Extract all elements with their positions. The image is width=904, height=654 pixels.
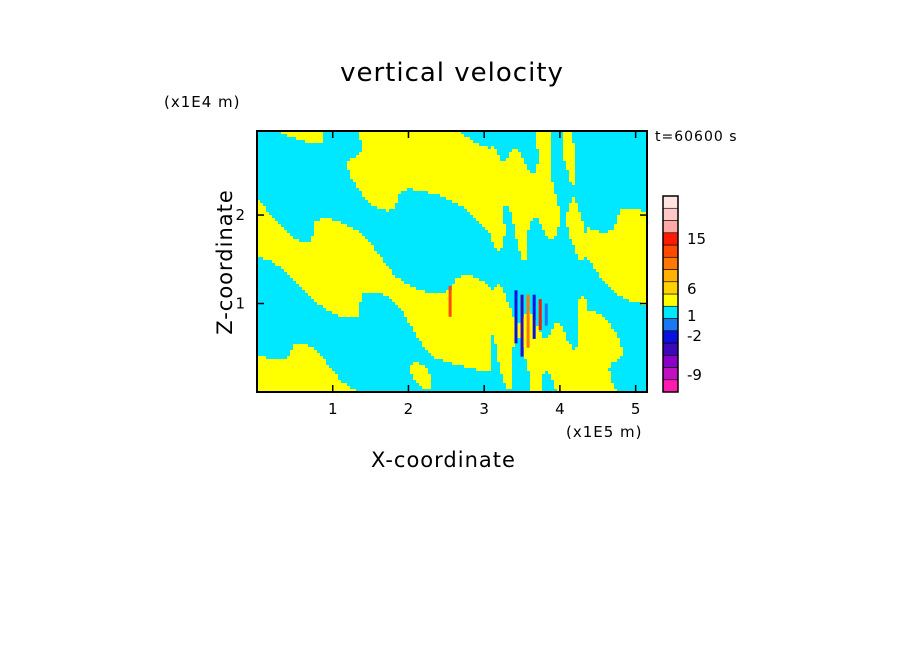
- x-axis: 1 2 3 4 5: [328, 131, 640, 418]
- colorbar-level: [662, 256, 679, 270]
- colorbar-level: [662, 305, 679, 319]
- field-streak: [544, 303, 548, 326]
- field-streak: [520, 294, 524, 357]
- colorbar-level: [662, 220, 679, 234]
- colorbar-level: [662, 330, 679, 344]
- colorbar-level: [662, 379, 679, 393]
- x-tick-label: 1: [328, 400, 338, 418]
- colorbar-level: [662, 318, 679, 332]
- colorbar-frame: [662, 195, 679, 393]
- colorbar-tick-label: 6: [687, 280, 697, 298]
- colorbar-level: [662, 269, 679, 283]
- x-tick-label: 5: [631, 400, 641, 418]
- x-tick-label: 4: [555, 400, 565, 418]
- field-streak: [514, 290, 518, 344]
- x-tick-label: 2: [404, 400, 414, 418]
- colorbar: 15 6 1 -2 -9: [662, 195, 706, 393]
- colorbar-tick-label: 1: [687, 307, 697, 325]
- colorbar-level: [662, 293, 679, 307]
- field-streak: [532, 294, 536, 339]
- velocity-field: [257, 131, 647, 392]
- x-unit-label: (x1E5 m): [566, 423, 643, 441]
- y-tick-label: 1: [235, 295, 245, 313]
- x-tick-label: 3: [479, 400, 489, 418]
- colorbar-level: [662, 244, 679, 258]
- colorbar-tick-label: -9: [687, 366, 702, 384]
- plot-frame: [256, 130, 648, 393]
- colorbar-level: [662, 281, 679, 295]
- field-streak: [538, 299, 542, 331]
- field-streak: [448, 285, 452, 317]
- z-unit-label: (x1E4 m): [164, 93, 241, 111]
- colorbar-level: [662, 207, 679, 221]
- colorbar-level: [662, 367, 679, 381]
- time-label: t=60600 s: [655, 129, 738, 145]
- colorbar-tick-label: 15: [687, 230, 706, 248]
- colorbar-level: [662, 195, 679, 209]
- chart-title: vertical velocity: [340, 58, 564, 88]
- colorbar-level: [662, 354, 679, 368]
- x-axis-label: X-coordinate: [371, 448, 516, 472]
- y-axis: 12: [235, 206, 647, 313]
- colorbar-tick-label: -2: [687, 327, 702, 345]
- colorbar-level: [662, 232, 679, 246]
- field-streak: [526, 294, 530, 348]
- colorbar-level: [662, 342, 679, 356]
- y-tick-label: 2: [235, 206, 245, 224]
- field-positive-region: [257, 131, 647, 392]
